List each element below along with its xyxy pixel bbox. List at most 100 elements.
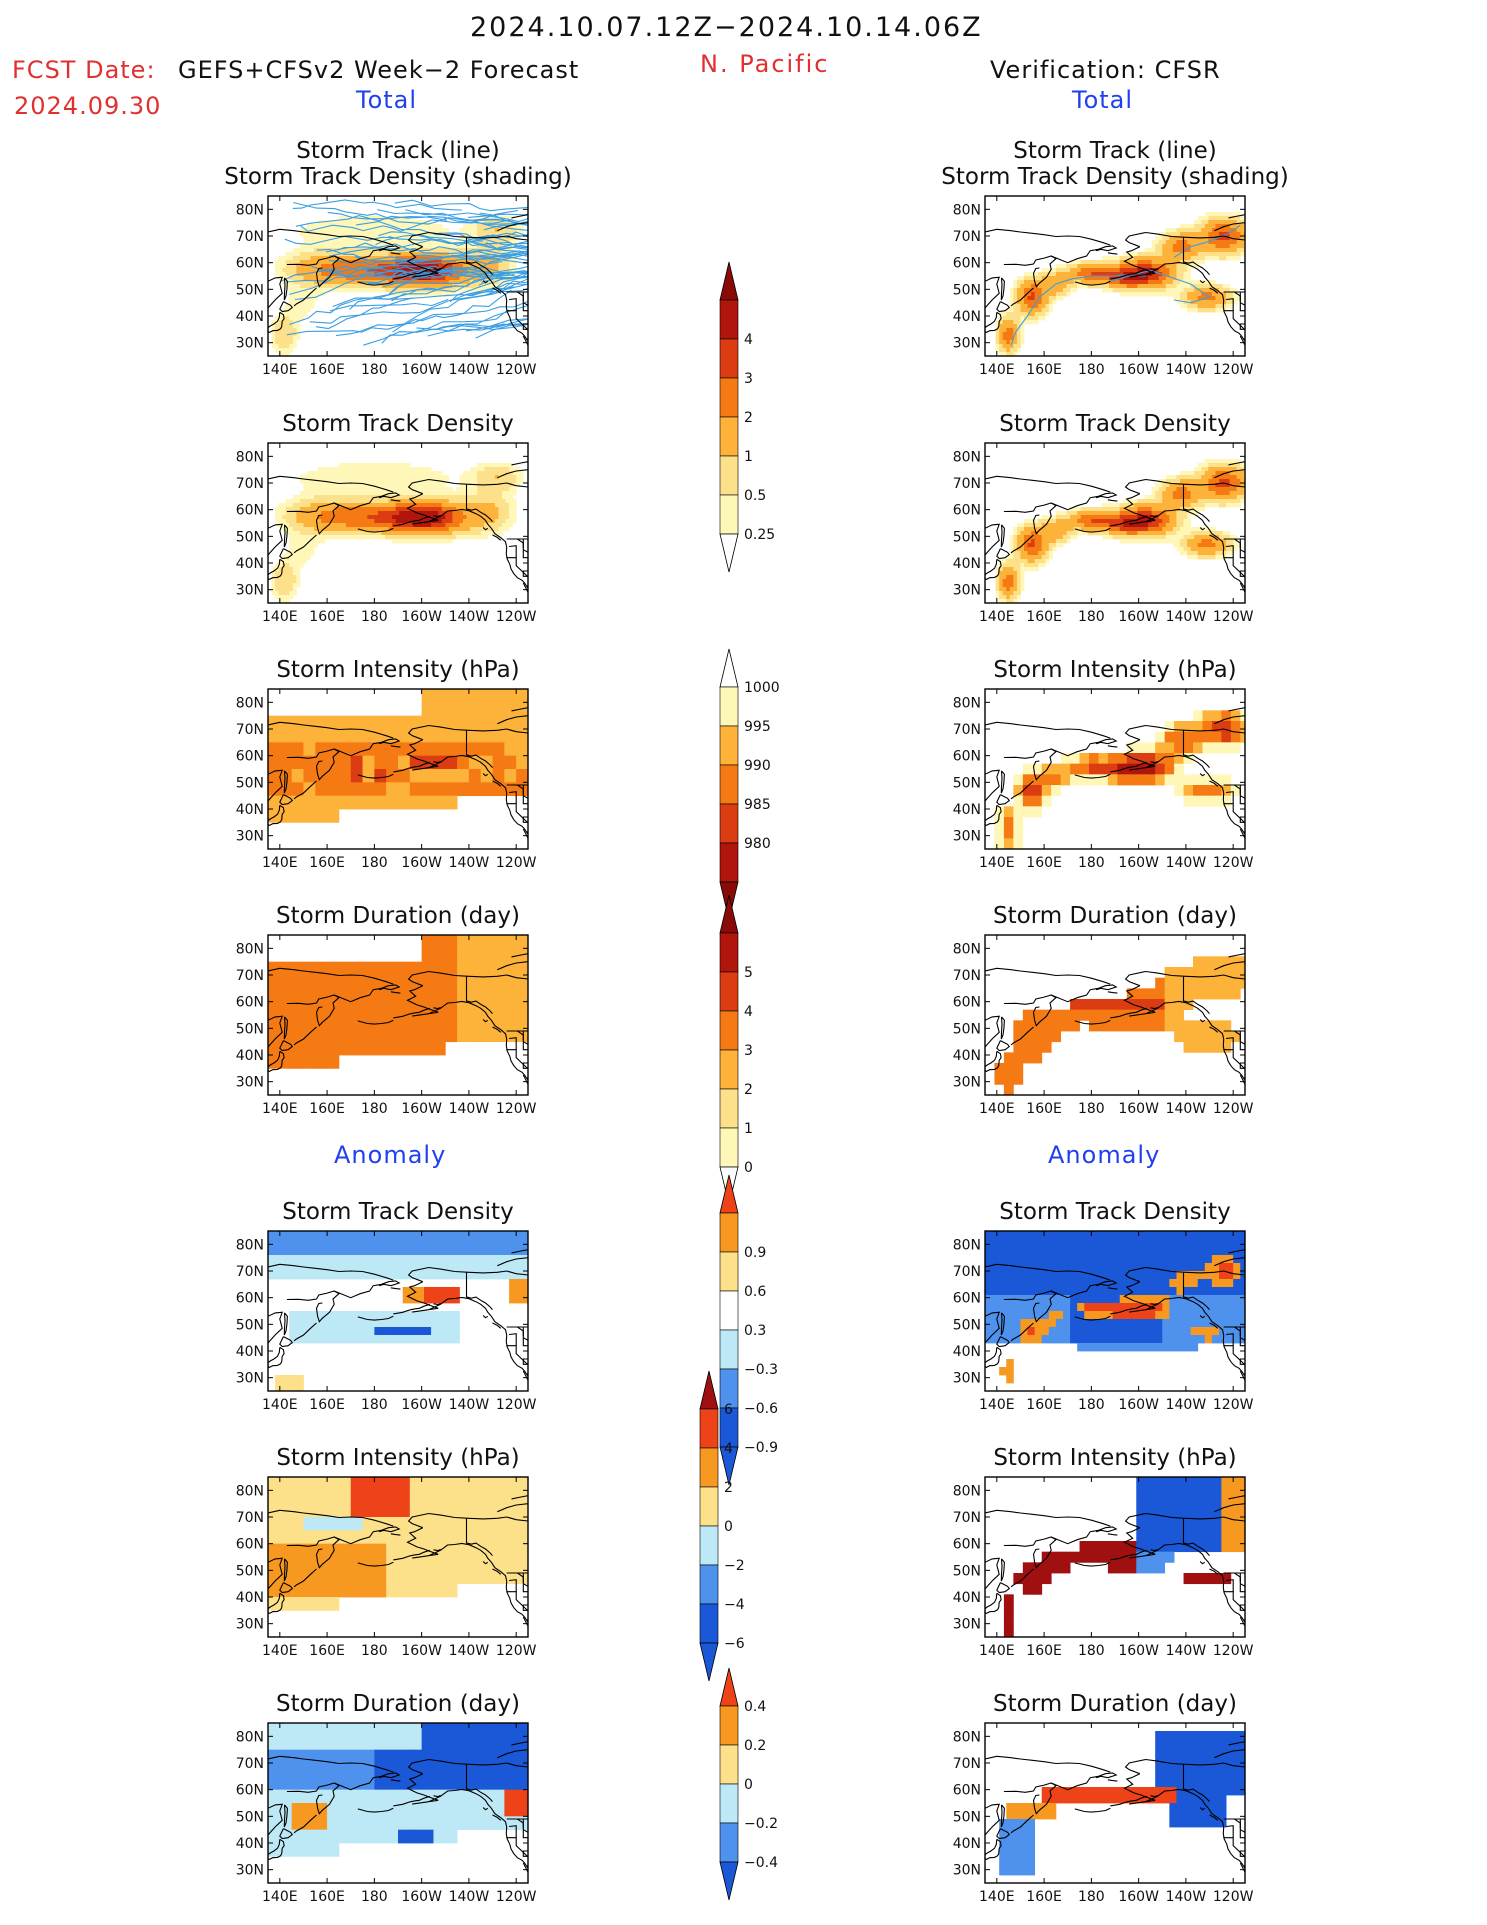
colorbar-label: 6	[724, 1402, 733, 1418]
coastline-segment	[511, 707, 528, 712]
coastline-segment	[482, 527, 489, 531]
colorbar-segment	[719, 932, 739, 973]
coastline-segment	[1228, 461, 1245, 466]
coastline-segment	[482, 1315, 489, 1319]
colorbar-segment	[699, 1603, 719, 1644]
coastline-segment	[407, 1758, 528, 1775]
coastline-segment	[1124, 970, 1245, 987]
coastline-segment	[492, 1322, 502, 1329]
panel-frame	[267, 195, 529, 357]
lon-label: 180	[361, 362, 388, 378]
coastline-segment	[1182, 730, 1210, 769]
lon-label: 140E	[262, 1101, 298, 1117]
lon-label: 140E	[262, 1889, 298, 1905]
lon-label: 160E	[1026, 855, 1062, 871]
coastline-segment	[406, 1281, 528, 1377]
coastline-segment	[1239, 582, 1245, 593]
coastline-segment	[293, 1026, 317, 1046]
coastline-segment	[1107, 745, 1118, 748]
coastline-segment	[1110, 761, 1148, 773]
colorbar-label: 0	[744, 1160, 753, 1176]
coastline-segment	[1110, 1549, 1148, 1561]
lon-label: 120W	[1213, 609, 1254, 625]
lat-label: 50N	[236, 1021, 264, 1037]
colorbar-label: −4	[724, 1597, 745, 1613]
coastline-segment	[985, 1755, 1111, 1773]
coastline-segment	[1074, 280, 1111, 286]
coastline-segment	[1074, 1807, 1111, 1813]
storm-duration-panel-forecast-field	[268, 935, 528, 1069]
lat-label: 40N	[953, 1836, 981, 1852]
coastline-segment	[482, 1019, 489, 1023]
coastline-segment	[1150, 760, 1158, 764]
lat-label: 50N	[953, 1563, 981, 1579]
coastline-segment	[1000, 770, 1005, 794]
coastline-segment	[1123, 246, 1245, 342]
lon-label: 140E	[979, 609, 1015, 625]
lon-label: 160E	[309, 1889, 345, 1905]
lon-label: 120W	[496, 1397, 537, 1413]
lat-label: 70N	[236, 1264, 264, 1280]
panel-frame	[267, 1230, 529, 1392]
colorbar-label: −0.2	[744, 1816, 778, 1832]
coastline-segment	[509, 1333, 517, 1346]
coastline-segment	[390, 1287, 401, 1290]
period-title: 2024.10.07.12Z−2024.10.14.06Z	[470, 12, 983, 43]
coastline-segment	[1003, 1782, 1057, 1815]
anomaly-duration-panel-verification-field	[999, 1731, 1245, 1876]
panel-title: Storm Track Density (shading)	[224, 164, 571, 190]
lat-label: 30N	[236, 336, 264, 352]
colorbar-segment	[719, 416, 739, 457]
lat-label: 60N	[953, 1291, 981, 1307]
coastline-segment	[283, 1312, 288, 1336]
coastline-segment	[393, 268, 431, 280]
coastline-segment	[406, 739, 528, 835]
coastline-segment	[283, 1016, 288, 1040]
coastline-segment	[1214, 1257, 1245, 1267]
coastline-segment	[517, 1572, 524, 1583]
lat-label: 30N	[236, 583, 264, 599]
coastline-segment	[433, 1006, 441, 1010]
lat-label: 30N	[236, 1075, 264, 1091]
track-line	[327, 211, 448, 221]
coastline-segment	[1239, 785, 1245, 805]
coastline-segment	[293, 287, 317, 307]
lon-label: 160W	[401, 1101, 442, 1117]
coastline-segment	[1214, 1503, 1245, 1513]
lat-label: 80N	[953, 695, 981, 711]
coastline-segment	[1123, 1527, 1245, 1623]
coastline-segment	[985, 1838, 1002, 1861]
coastline-segment	[1239, 1074, 1245, 1085]
colorbar-segment	[719, 494, 739, 535]
storm-duration-panel-verification: Storm Duration (day) 80N 70N 60N 50N 40N 30N 14…	[953, 903, 1254, 1117]
coastline-segment	[1239, 1604, 1245, 1611]
colorbar-label: −6	[724, 1636, 745, 1652]
coastline-segment	[523, 1829, 528, 1833]
coastline	[985, 214, 1245, 346]
lon-label: 160W	[401, 1889, 442, 1905]
colorbar-label: 4	[744, 332, 753, 348]
lat-label: 70N	[953, 1756, 981, 1772]
anomaly-density-panel-verification-field	[985, 1231, 1245, 1384]
track-line	[284, 235, 396, 245]
lat-label: 80N	[236, 695, 264, 711]
lon-label: 140E	[979, 362, 1015, 378]
coastline-segment	[406, 985, 528, 1081]
coastline-segment	[517, 1818, 524, 1829]
coastline	[985, 1249, 1245, 1381]
coastline-segment	[1239, 1862, 1245, 1873]
coastline-segment	[1223, 803, 1245, 824]
lon-label: 160E	[1026, 609, 1062, 625]
coastline-segment	[511, 1249, 528, 1254]
lon-label: 160W	[1118, 1643, 1159, 1659]
coastline-segment	[1239, 816, 1245, 823]
coastline-segment	[286, 994, 340, 1027]
coastline-segment	[985, 967, 1111, 985]
coastline-segment	[1074, 527, 1111, 533]
coastline-segment	[433, 514, 441, 518]
lon-label: 160W	[1118, 855, 1159, 871]
coastline-segment	[1182, 976, 1210, 1015]
colorbar-label: 0.2	[744, 1738, 766, 1754]
coastline-segment	[1003, 994, 1057, 1027]
